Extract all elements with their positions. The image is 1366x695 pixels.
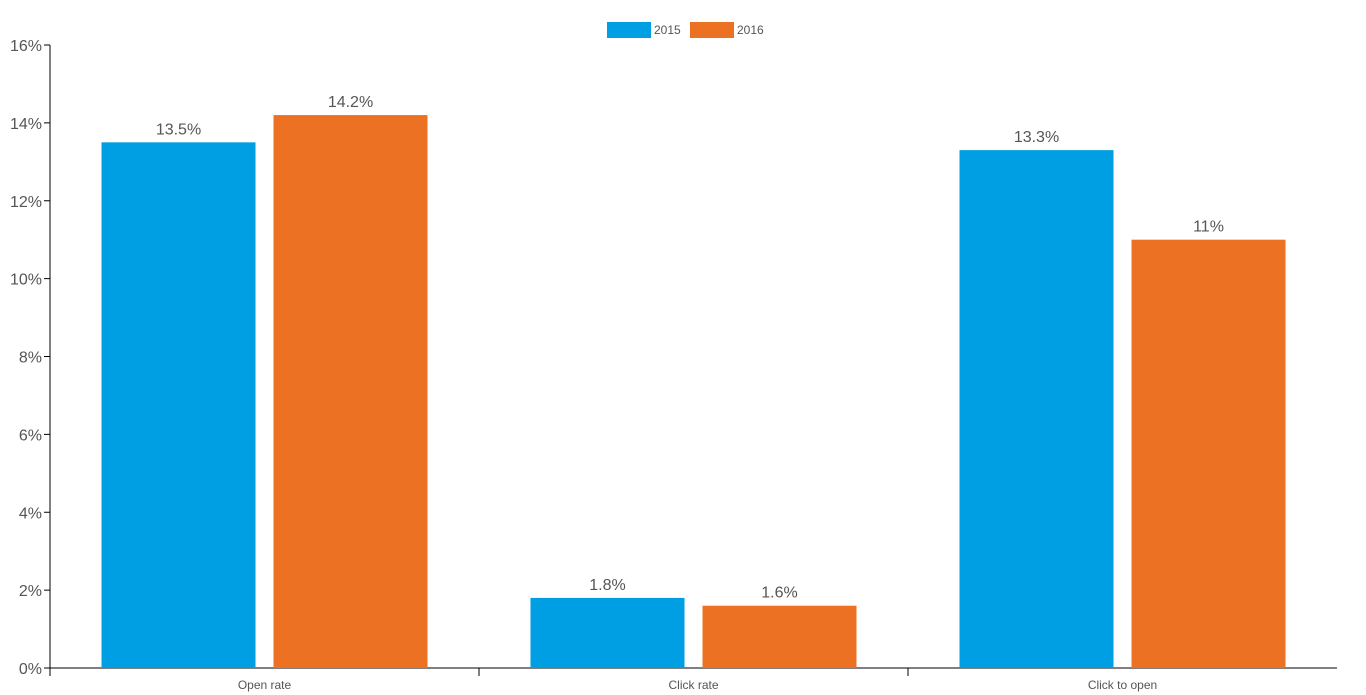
data-label: 11% [1193,219,1224,236]
y-tick-label: 14% [10,116,42,133]
legend-label-2016: 2016 [737,23,764,37]
bar-2016-open-rate[interactable] [273,115,428,668]
y-tick-label: 2% [19,583,42,600]
data-label: 1.6% [761,585,797,602]
x-tick-label: Click to open [1088,678,1157,692]
y-tick-label: 0% [19,661,42,678]
bars [101,115,1286,669]
legend-label-2015: 2015 [654,23,681,37]
legend-swatch-2015 [607,22,651,38]
y-tick-label: 4% [19,505,42,522]
data-label: 13.5% [156,121,201,138]
legend: 2015 2016 [607,22,764,38]
bar-2016-click-to-open[interactable] [1131,239,1286,668]
data-labels: 13.5% 14.2% 1.8% 1.6% 13.3% 11% [156,94,1224,602]
y-tick-label: 8% [19,350,42,367]
data-label: 1.8% [589,577,625,594]
x-tick-label: Click rate [668,678,718,692]
data-label: 14.2% [328,94,373,111]
legend-swatch-2016 [690,22,734,38]
y-tick-label: 12% [10,194,42,211]
x-tick-label: Open rate [238,678,292,692]
bar-2015-open-rate[interactable] [101,142,256,668]
y-tick-label: 10% [10,272,42,289]
bar-2015-click-rate[interactable] [530,597,685,668]
data-label: 13.3% [1014,129,1059,146]
bar-2016-click-rate[interactable] [702,605,857,668]
legend-item-2015[interactable]: 2015 [607,22,681,38]
y-tick-label: 16% [10,38,42,55]
bar-2015-click-to-open[interactable] [959,150,1114,669]
legend-item-2016[interactable]: 2016 [690,22,764,38]
y-tick-label: 6% [19,427,42,444]
y-axis: 0% 2% 4% 6% 8% 10% 12% 14% 16% [10,38,51,678]
x-axis: Open rate Click rate Click to open [49,667,1337,692]
